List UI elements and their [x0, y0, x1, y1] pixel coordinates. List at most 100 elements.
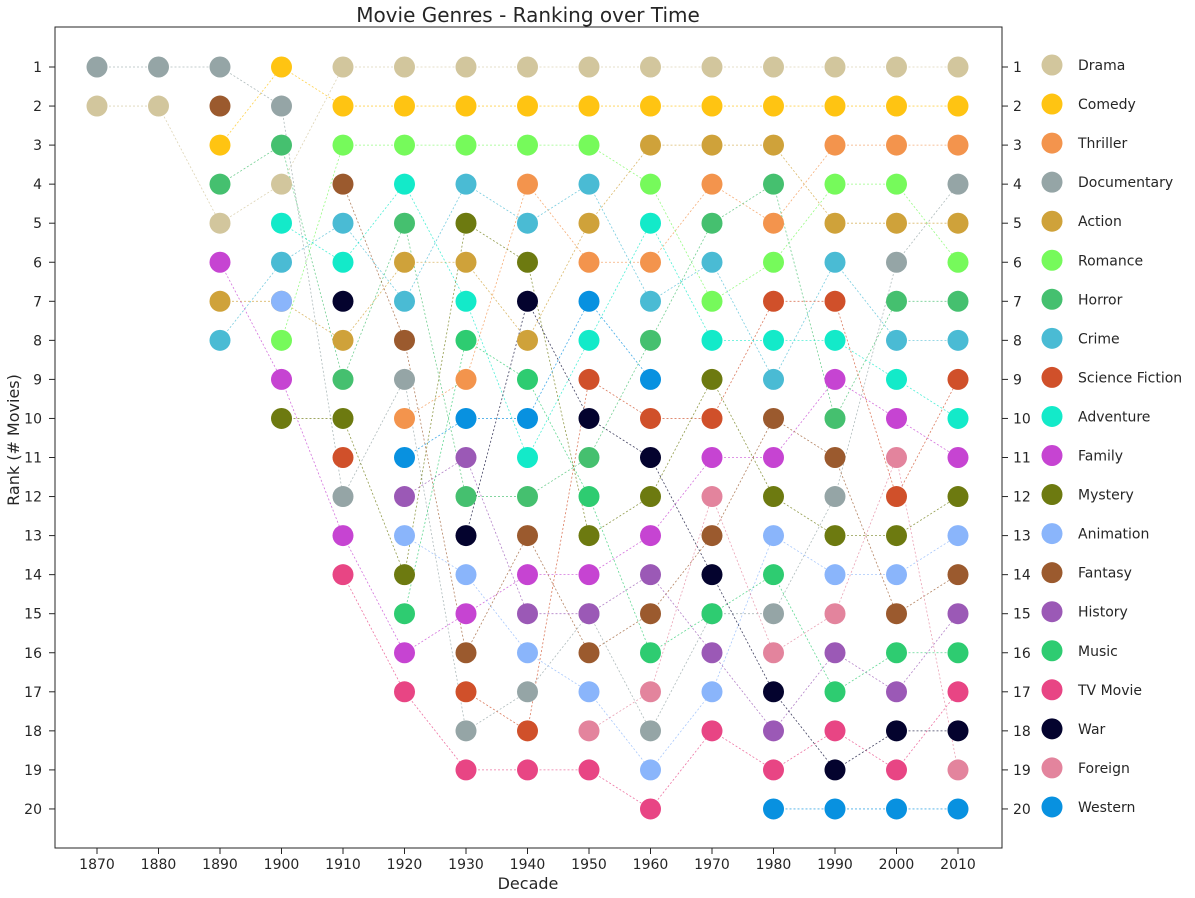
y-axis-label: Rank (# Movies) — [4, 374, 23, 506]
data-point — [763, 720, 784, 742]
data-point — [824, 525, 846, 547]
series-line-segment — [650, 691, 713, 771]
data-point — [332, 525, 354, 547]
data-point — [455, 134, 477, 156]
data-point — [947, 251, 969, 273]
data-point — [886, 642, 907, 664]
series-line-segment — [527, 183, 590, 224]
right-rank-label: 20 — [1013, 802, 1031, 818]
data-point — [701, 720, 723, 742]
series-line-segment — [404, 418, 467, 458]
data-point — [517, 329, 538, 351]
series-line-segment — [527, 183, 590, 263]
series-line-segment — [342, 379, 405, 497]
data-point — [517, 564, 538, 586]
series-line-segment — [773, 535, 836, 575]
data-point — [640, 486, 661, 508]
data-point — [394, 329, 415, 351]
data-point — [886, 407, 907, 429]
data-point — [517, 95, 538, 117]
series-line-segment — [588, 496, 651, 536]
x-tick-label: 2000 — [879, 857, 915, 873]
data-point — [517, 720, 538, 742]
data-point — [209, 290, 231, 312]
data-point — [886, 251, 907, 273]
series-line-segment — [342, 183, 405, 263]
series-line-segment — [158, 105, 221, 224]
data-point — [517, 407, 538, 429]
data-point — [640, 681, 661, 703]
y-tick-label: 3 — [33, 138, 42, 154]
data-point — [332, 251, 354, 273]
series-line-segment — [650, 183, 713, 263]
data-point — [394, 368, 415, 390]
right-rank-label: 5 — [1013, 216, 1022, 232]
series-line-segment — [404, 379, 467, 731]
data-point — [332, 173, 354, 195]
series-line-segment — [588, 144, 651, 224]
series-line-segment — [650, 457, 713, 536]
data-point — [947, 56, 969, 78]
legend-marker — [1041, 54, 1063, 76]
data-point — [455, 329, 477, 351]
data-point — [394, 290, 415, 312]
series-line-segment — [342, 535, 405, 653]
data-point — [763, 525, 784, 547]
legend-marker — [1041, 93, 1063, 115]
data-point — [947, 134, 969, 156]
legend-label: Thriller — [1077, 136, 1127, 152]
series-line-segment — [896, 496, 959, 536]
data-point — [640, 798, 661, 820]
data-point — [578, 368, 600, 390]
data-point — [701, 212, 723, 234]
series-line-segment — [404, 691, 467, 771]
legend-marker — [1041, 796, 1063, 818]
x-axis: 1870 1880 1890 1900 1910 1920 1930 1940 1950 1960… — [79, 848, 976, 873]
x-tick-label: 1880 — [141, 857, 177, 873]
series-line-segment — [465, 183, 528, 224]
data-point — [824, 329, 846, 351]
data-point — [517, 251, 538, 273]
y-tick-label: 20 — [24, 802, 42, 818]
series-line-segment — [773, 144, 836, 224]
data-point — [947, 603, 969, 625]
series-line-segment — [527, 262, 590, 536]
data-point — [394, 486, 415, 508]
data-point — [640, 212, 661, 234]
data-point — [640, 447, 661, 468]
y-tick-label: 17 — [24, 685, 42, 701]
data-point — [701, 290, 723, 312]
data-point — [701, 173, 723, 195]
right-rank-label: 7 — [1013, 294, 1022, 310]
data-point — [517, 759, 538, 781]
legend-label: Crime — [1078, 331, 1120, 347]
data-point — [886, 290, 907, 312]
series-line-segment — [588, 574, 651, 615]
data-point — [947, 407, 969, 429]
data-point — [763, 759, 784, 781]
data-point — [332, 290, 354, 312]
legend-marker — [1041, 679, 1063, 701]
data-point — [763, 173, 784, 195]
series-line-segment — [588, 144, 651, 185]
data-point — [824, 173, 846, 195]
series-line-segment — [896, 379, 959, 419]
series-line-segment — [711, 574, 774, 615]
data-point — [824, 681, 846, 703]
data-point — [148, 95, 169, 117]
data-point — [517, 525, 538, 547]
data-point — [394, 56, 415, 78]
data-point — [701, 407, 723, 429]
data-point — [455, 407, 477, 429]
data-point — [947, 759, 969, 781]
data-point — [455, 603, 477, 625]
y-tick-label: 14 — [24, 568, 42, 584]
data-point — [947, 564, 969, 586]
right-rank-label: 3 — [1013, 138, 1022, 154]
series-line-segment — [711, 574, 774, 692]
series-line-segment — [896, 183, 959, 263]
series-line-segment — [834, 652, 897, 693]
series-line-segment — [465, 574, 528, 653]
right-rank-label: 8 — [1013, 333, 1022, 349]
y-tick-label: 11 — [24, 451, 42, 467]
